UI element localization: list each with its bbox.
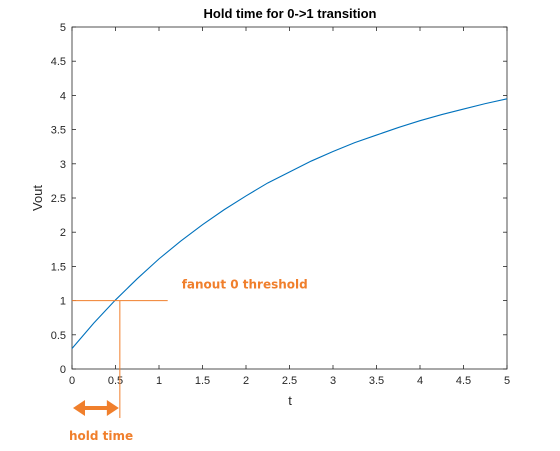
x-tick-label: 0 bbox=[69, 375, 75, 387]
x-tick-label: 4.5 bbox=[456, 375, 471, 387]
y-tick-label: 2 bbox=[60, 227, 66, 239]
plot-area: 0 0.5 1 1.5 2 2.5 3 3.5 4 4.5 5 0 0.5 1 1.5 2 2.5 3 3.5 4 4.… bbox=[51, 22, 510, 387]
x-axis-label: t bbox=[288, 393, 292, 408]
y-tick-label: 4.5 bbox=[51, 56, 66, 68]
y-tick-label: 3 bbox=[60, 159, 66, 171]
hold-time-label: hold time bbox=[69, 429, 133, 443]
x-tick-label: 0.5 bbox=[108, 375, 123, 387]
y-tick-label: 2.5 bbox=[51, 193, 66, 205]
x-tick-label: 3.5 bbox=[369, 375, 384, 387]
annotations: fanout 0 threshold hold time bbox=[69, 278, 308, 443]
x-tick-label: 5 bbox=[504, 375, 510, 387]
x-tick-label: 2 bbox=[243, 375, 249, 387]
axes-box bbox=[71, 26, 508, 370]
series-line bbox=[71, 98, 508, 349]
y-tick-label: 4 bbox=[60, 90, 66, 102]
y-tick-label: 3.5 bbox=[51, 125, 66, 137]
x-tick-label: 3 bbox=[330, 375, 336, 387]
hold-arrow-right-head bbox=[106, 400, 119, 416]
x-tick-label: 4 bbox=[417, 375, 423, 387]
y-tick-label: 0 bbox=[60, 364, 66, 376]
hold-arrow-left-head bbox=[73, 400, 85, 416]
y-tick-label: 1.5 bbox=[51, 261, 66, 273]
threshold-label: fanout 0 threshold bbox=[182, 278, 308, 292]
y-tick-label: 0.5 bbox=[51, 330, 66, 342]
x-tick-label: 2.5 bbox=[282, 375, 297, 387]
chart-title: Hold time for 0->1 transition bbox=[204, 6, 377, 21]
x-tick-label: 1.5 bbox=[195, 375, 210, 387]
y-tick-label: 1 bbox=[60, 296, 66, 308]
x-tick-label: 1 bbox=[156, 375, 162, 387]
y-tick-label: 5 bbox=[60, 22, 66, 34]
y-axis-label: Vout bbox=[30, 185, 45, 211]
